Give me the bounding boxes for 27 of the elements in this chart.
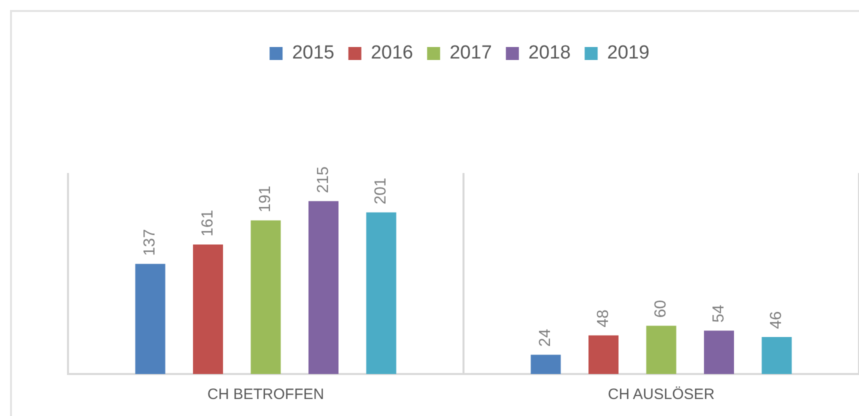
bar [250,220,281,374]
bar [308,201,339,374]
data-label: 46 [768,311,786,330]
legend-label: 2016 [370,42,414,64]
bar [530,354,561,374]
data-label: 215 [314,166,332,194]
legend-label: 2017 [450,42,492,64]
data-label: 161 [199,210,216,237]
bar [192,244,224,374]
data-label: 48 [594,310,612,328]
x-tick-label: CH AUSLÖSER [608,386,715,404]
data-label: 191 [257,186,274,212]
data-label: 137 [142,229,159,256]
bar [366,212,396,374]
data-label: 24 [537,328,554,347]
bar [646,326,676,374]
data-label: 54 [710,304,728,323]
bar [762,337,792,374]
bar [704,330,734,374]
bar [135,264,166,374]
data-label: 201 [372,178,390,204]
bar [588,335,619,374]
x-tick-label: CH BETROFFEN [207,386,324,404]
data-label: 60 [652,300,670,318]
legend-label: 2015 [292,42,334,64]
legend-label: 2019 [607,42,650,64]
legend-label: 2018 [528,42,571,64]
